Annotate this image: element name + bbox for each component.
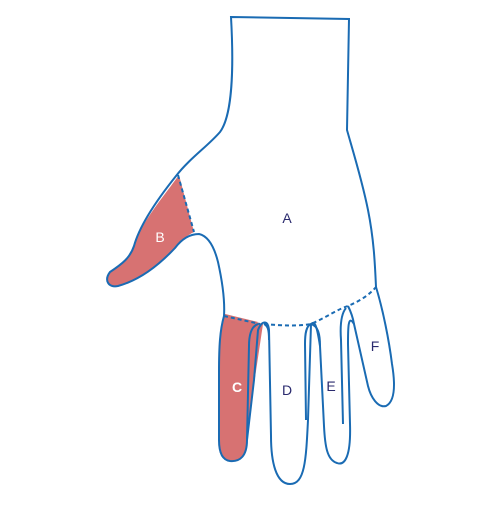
finger-edge-little-left: [347, 305, 355, 325]
finger-edge-ring-left: [310, 323, 321, 347]
boundary-palm-dashed: [263, 286, 377, 327]
boundary-b-dashed: [177, 174, 195, 233]
finger-edge-ring-right: [339, 307, 347, 425]
region-e-label: E: [326, 378, 335, 394]
boundary-c-top-dashed: [223, 315, 261, 325]
region-b-fill: [107, 175, 194, 287]
hand-outline: [106, 15, 395, 486]
region-c-label: C: [232, 379, 242, 395]
finger-edge-index-right: [246, 323, 259, 441]
region-d-label: D: [282, 382, 292, 398]
region-f-label: F: [371, 338, 380, 354]
region-a-label: A: [282, 210, 292, 226]
region-b-label: B: [155, 229, 164, 245]
